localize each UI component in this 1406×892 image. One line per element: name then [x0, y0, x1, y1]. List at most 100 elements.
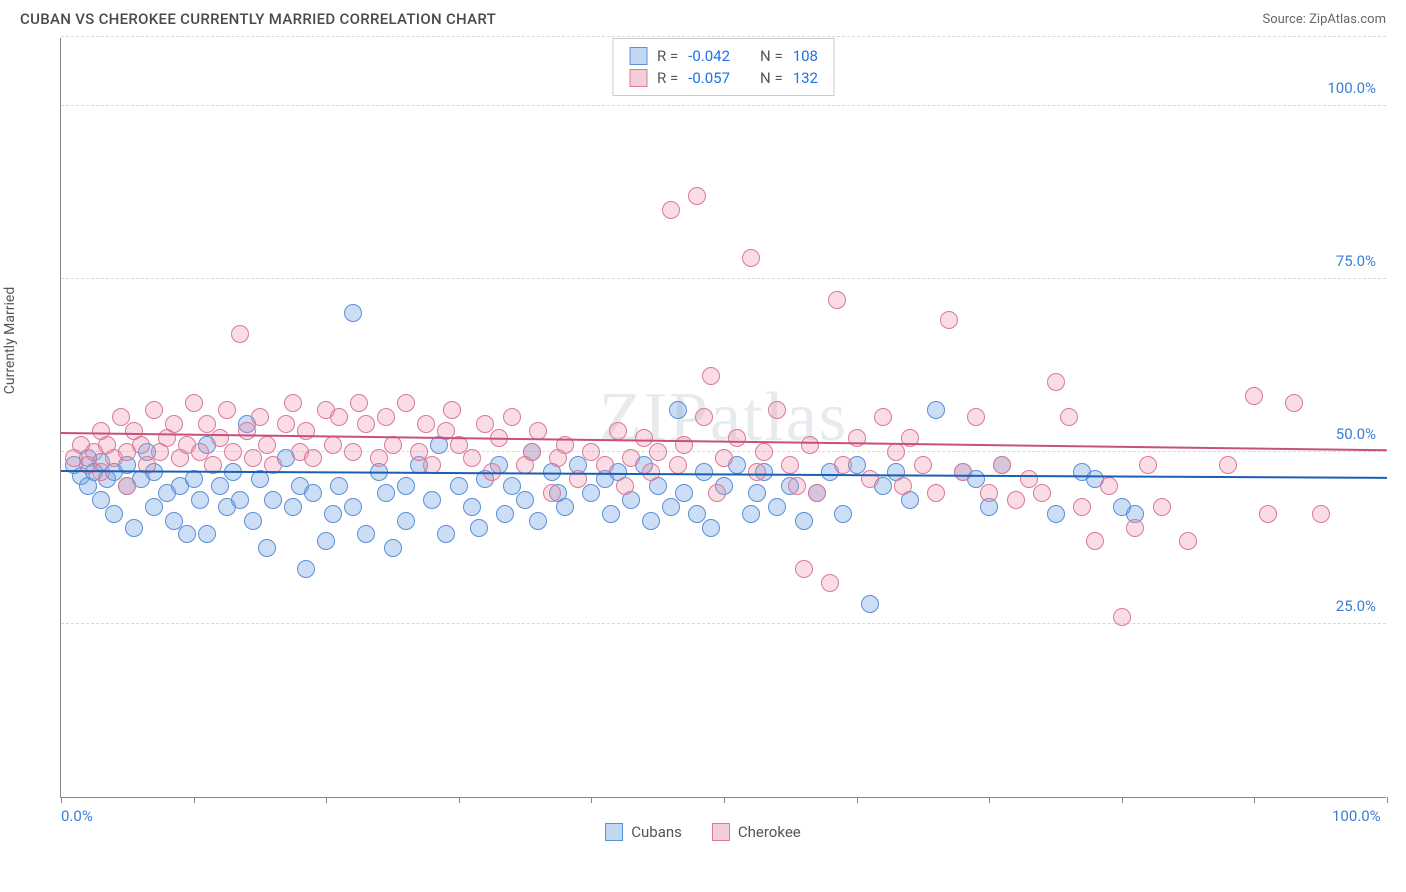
- scatter-point: [450, 477, 468, 495]
- scatter-point: [224, 443, 242, 461]
- scatter-point: [344, 443, 362, 461]
- scatter-point: [1219, 456, 1237, 474]
- scatter-point: [503, 408, 521, 426]
- scatter-point: [523, 443, 541, 461]
- y-tick-label: 100.0%: [1327, 79, 1376, 97]
- stats-legend-box: R =-0.042N =108R =-0.057N =132: [612, 38, 835, 96]
- scatter-point: [1100, 477, 1118, 495]
- scatter-point: [914, 456, 932, 474]
- scatter-point: [304, 449, 322, 467]
- scatter-point: [795, 512, 813, 530]
- legend-swatch: [712, 823, 730, 841]
- scatter-point: [145, 498, 163, 516]
- scatter-point: [808, 484, 826, 502]
- scatter-point: [417, 415, 435, 433]
- scatter-point: [218, 401, 236, 419]
- gridline: [61, 278, 1386, 279]
- scatter-point: [251, 408, 269, 426]
- stat-n-label: N =: [760, 47, 783, 65]
- scatter-point: [543, 484, 561, 502]
- scatter-point: [1047, 505, 1065, 523]
- scatter-point: [669, 401, 687, 419]
- scatter-point: [397, 512, 415, 530]
- scatter-point: [927, 484, 945, 502]
- scatter-point: [894, 477, 912, 495]
- scatter-point: [1312, 505, 1330, 523]
- scatter-point: [940, 311, 958, 329]
- scatter-point: [145, 401, 163, 419]
- scatter-point: [231, 491, 249, 509]
- scatter-point: [702, 519, 720, 537]
- scatter-point: [185, 394, 203, 412]
- scatter-point: [748, 484, 766, 502]
- scatter-point: [688, 187, 706, 205]
- scatter-point: [370, 449, 388, 467]
- legend-label: Cubans: [631, 823, 682, 841]
- scatter-point: [165, 415, 183, 433]
- chart-title: CUBAN VS CHEROKEE CURRENTLY MARRIED CORR…: [20, 10, 496, 28]
- scatter-point: [861, 595, 879, 613]
- scatter-point: [1033, 484, 1051, 502]
- scatter-point: [728, 429, 746, 447]
- y-axis-label: Currently Married: [2, 286, 18, 393]
- scatter-point: [954, 463, 972, 481]
- scatter-point: [781, 456, 799, 474]
- scatter-point: [1245, 387, 1263, 405]
- scatter-point: [874, 408, 892, 426]
- x-tick: [724, 797, 725, 803]
- scatter-point: [967, 408, 985, 426]
- legend-label: Cherokee: [738, 823, 801, 841]
- scatter-point: [788, 477, 806, 495]
- plot-area: ZIPatlas R =-0.042N =108R =-0.057N =132 …: [60, 38, 1386, 798]
- scatter-point: [1073, 498, 1091, 516]
- stats-row: R =-0.042N =108: [629, 45, 818, 67]
- scatter-point: [92, 463, 110, 481]
- x-tick: [591, 797, 592, 803]
- x-tick: [1387, 797, 1388, 803]
- scatter-point: [887, 443, 905, 461]
- scatter-point: [1139, 456, 1157, 474]
- scatter-point: [708, 484, 726, 502]
- scatter-point: [258, 539, 276, 557]
- x-tick: [857, 797, 858, 803]
- scatter-point: [357, 415, 375, 433]
- scatter-point: [662, 201, 680, 219]
- scatter-point: [384, 539, 402, 557]
- scatter-point: [642, 512, 660, 530]
- scatter-point: [556, 498, 574, 516]
- scatter-point: [463, 498, 481, 516]
- scatter-point: [715, 449, 733, 467]
- source-attribution: Source: ZipAtlas.com: [1262, 12, 1386, 27]
- stat-r-value: -0.057: [688, 69, 730, 87]
- chart-container: Currently Married ZIPatlas R =-0.042N =1…: [20, 38, 1386, 841]
- scatter-point: [118, 477, 136, 495]
- scatter-point: [496, 505, 514, 523]
- series-swatch: [629, 47, 647, 65]
- scatter-point: [264, 491, 282, 509]
- scatter-point: [609, 422, 627, 440]
- y-tick-label: 25.0%: [1336, 597, 1376, 615]
- x-tick: [1254, 797, 1255, 803]
- scatter-point: [350, 394, 368, 412]
- x-tick-label: 0.0%: [61, 807, 93, 825]
- legend-swatch: [605, 823, 623, 841]
- scatter-point: [185, 470, 203, 488]
- scatter-point: [178, 525, 196, 543]
- scatter-point: [1285, 394, 1303, 412]
- scatter-point: [828, 291, 846, 309]
- scatter-point: [669, 456, 687, 474]
- x-tick: [989, 797, 990, 803]
- gridline: [61, 105, 1386, 106]
- scatter-point: [702, 367, 720, 385]
- x-tick: [194, 797, 195, 803]
- scatter-point: [344, 304, 362, 322]
- scatter-point: [993, 456, 1011, 474]
- x-tick: [1122, 797, 1123, 803]
- scatter-point: [927, 401, 945, 419]
- scatter-point: [1259, 505, 1277, 523]
- series-swatch: [629, 69, 647, 87]
- scatter-point: [801, 436, 819, 454]
- scatter-point: [1007, 491, 1025, 509]
- scatter-point: [423, 491, 441, 509]
- scatter-point: [649, 443, 667, 461]
